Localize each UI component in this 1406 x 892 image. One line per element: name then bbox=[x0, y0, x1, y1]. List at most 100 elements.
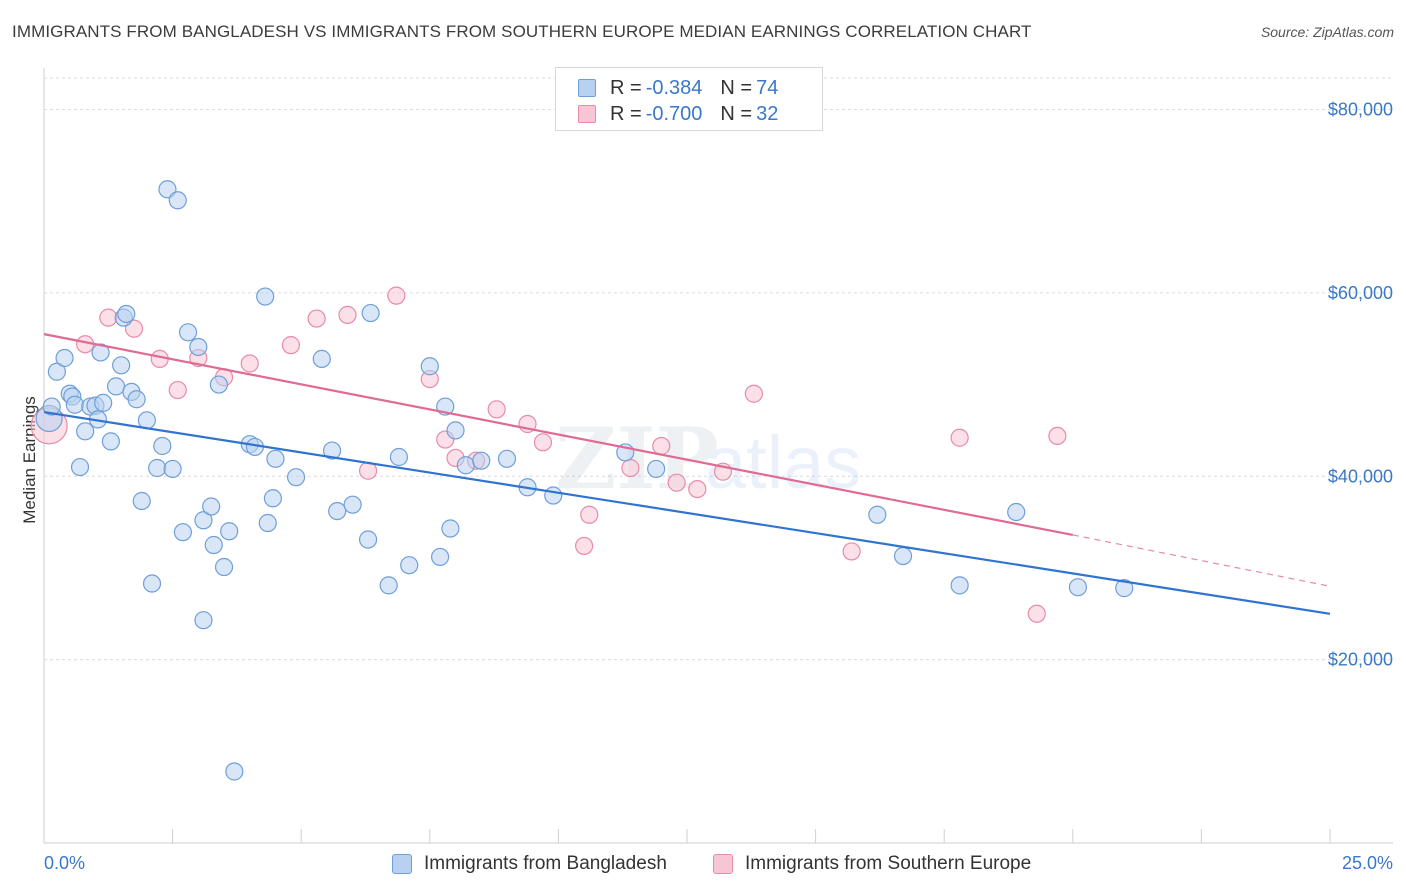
chart-title: IMMIGRANTS FROM BANGLADESH VS IMMIGRANTS… bbox=[12, 22, 1032, 41]
point-bangladesh bbox=[101, 432, 120, 451]
point-bangladesh bbox=[148, 458, 167, 478]
point-bangladesh bbox=[446, 421, 465, 440]
point-bangladesh bbox=[263, 489, 283, 508]
point-southern-europe bbox=[168, 380, 187, 400]
point-bangladesh bbox=[400, 556, 419, 575]
point-bangladesh bbox=[456, 456, 475, 475]
point-bangladesh bbox=[389, 447, 409, 467]
point-bangladesh bbox=[328, 501, 347, 521]
point-bangladesh bbox=[91, 343, 110, 362]
point-southern-europe bbox=[580, 505, 599, 524]
point-southern-europe bbox=[621, 458, 640, 478]
point-bangladesh bbox=[256, 287, 275, 306]
point-southern-europe bbox=[338, 305, 357, 324]
point-bangladesh bbox=[106, 377, 126, 396]
point-bangladesh bbox=[168, 191, 187, 210]
point-southern-europe bbox=[950, 428, 969, 447]
point-southern-europe bbox=[744, 384, 763, 403]
point-bangladesh bbox=[153, 436, 172, 456]
point-southern-europe bbox=[307, 309, 326, 328]
point-southern-europe bbox=[533, 433, 553, 452]
point-bangladesh bbox=[214, 557, 234, 577]
point-bangladesh bbox=[47, 362, 66, 381]
svg-text:atlas: atlas bbox=[705, 421, 861, 504]
point-bangladesh bbox=[358, 530, 378, 549]
trend-line-bangladesh bbox=[43, 410, 1331, 615]
point-bangladesh bbox=[112, 356, 131, 375]
point-bangladesh bbox=[312, 349, 331, 368]
point-bangladesh bbox=[204, 535, 223, 555]
trend-line-southern-europe bbox=[43, 333, 1074, 537]
x-tick-label-max: 25.0% bbox=[1342, 853, 1393, 873]
point-southern-europe bbox=[1027, 604, 1046, 623]
point-bangladesh bbox=[430, 547, 450, 567]
point-bangladesh bbox=[868, 505, 887, 524]
point-bangladesh bbox=[173, 523, 192, 542]
r-label: R = bbox=[610, 76, 642, 99]
point-bangladesh bbox=[1115, 579, 1134, 598]
point-bangladesh bbox=[94, 393, 113, 413]
point-bangladesh bbox=[647, 459, 666, 479]
legend-row-southern-europe: R = -0.700 N = 32 bbox=[578, 102, 778, 126]
point-bangladesh bbox=[127, 390, 146, 409]
n-label: N = bbox=[720, 102, 753, 125]
axes bbox=[43, 68, 1393, 844]
point-bangladesh bbox=[441, 519, 460, 538]
point-bangladesh bbox=[76, 422, 95, 441]
correlation-legend: R = -0.384 N = 74 R = -0.700 N = 32 bbox=[555, 67, 823, 131]
n-label: N = bbox=[720, 76, 753, 99]
point-bangladesh bbox=[472, 451, 491, 470]
point-bangladesh bbox=[178, 323, 198, 342]
legend-item-bangladesh[interactable]: Immigrants from Bangladesh bbox=[392, 852, 667, 876]
point-southern-europe bbox=[575, 536, 594, 556]
point-bangladesh bbox=[343, 495, 362, 514]
point-bangladesh bbox=[544, 486, 563, 505]
y-tick-label: $60,000 bbox=[1328, 283, 1393, 303]
point-southern-europe bbox=[667, 473, 686, 492]
point-bangladesh bbox=[420, 357, 439, 376]
point-southern-europe bbox=[99, 308, 118, 327]
x-tick-label-min: 0.0% bbox=[44, 853, 85, 873]
point-southern-europe bbox=[688, 479, 707, 499]
point-southern-europe bbox=[487, 400, 506, 419]
point-bangladesh bbox=[497, 449, 517, 468]
source-credit: Source: ZipAtlas.com bbox=[1260, 24, 1394, 40]
point-bangladesh bbox=[55, 348, 74, 368]
point-bangladesh bbox=[893, 546, 913, 566]
legend-row-bangladesh: R = -0.384 N = 74 bbox=[578, 76, 778, 100]
point-bangladesh bbox=[194, 611, 213, 630]
legend-label: Immigrants from Bangladesh bbox=[424, 853, 667, 874]
point-bangladesh bbox=[142, 574, 162, 593]
point-bangladesh bbox=[266, 449, 285, 468]
point-bangladesh bbox=[42, 397, 61, 416]
r-value: -0.700 bbox=[645, 102, 703, 125]
point-bangladesh bbox=[379, 576, 398, 595]
r-value: -0.384 bbox=[645, 76, 703, 99]
point-bangladesh bbox=[70, 457, 90, 477]
point-bangladesh bbox=[209, 375, 228, 394]
point-bangladesh bbox=[132, 491, 151, 511]
point-bangladesh bbox=[220, 522, 239, 541]
point-bangladesh bbox=[194, 511, 213, 530]
point-bangladesh bbox=[225, 762, 244, 781]
y-tick-label: $80,000 bbox=[1328, 100, 1393, 120]
point-bangladesh bbox=[322, 441, 342, 460]
point-bangladesh bbox=[950, 576, 969, 595]
point-southern-europe bbox=[1048, 426, 1067, 446]
point-bangladesh bbox=[202, 497, 221, 516]
point-southern-europe bbox=[387, 286, 406, 305]
point-southern-europe bbox=[281, 336, 301, 355]
point-bangladesh bbox=[258, 513, 277, 533]
point-bangladesh bbox=[1007, 502, 1026, 522]
watermark: ZIP atlas bbox=[555, 409, 861, 508]
point-southern-europe bbox=[652, 436, 671, 456]
n-value: 74 bbox=[756, 76, 779, 99]
trend-lines bbox=[43, 333, 1331, 615]
point-bangladesh bbox=[117, 304, 136, 324]
legend-item-southern-europe[interactable]: Immigrants from Southern Europe bbox=[713, 852, 1031, 876]
y-tick-label: $20,000 bbox=[1328, 650, 1393, 670]
blue-swatch bbox=[578, 79, 596, 97]
axis-tick-labels: $20,000 $40,000 $60,000 $80,000 0.0% 25.0% bbox=[44, 100, 1393, 873]
r-label: R = bbox=[610, 102, 642, 125]
